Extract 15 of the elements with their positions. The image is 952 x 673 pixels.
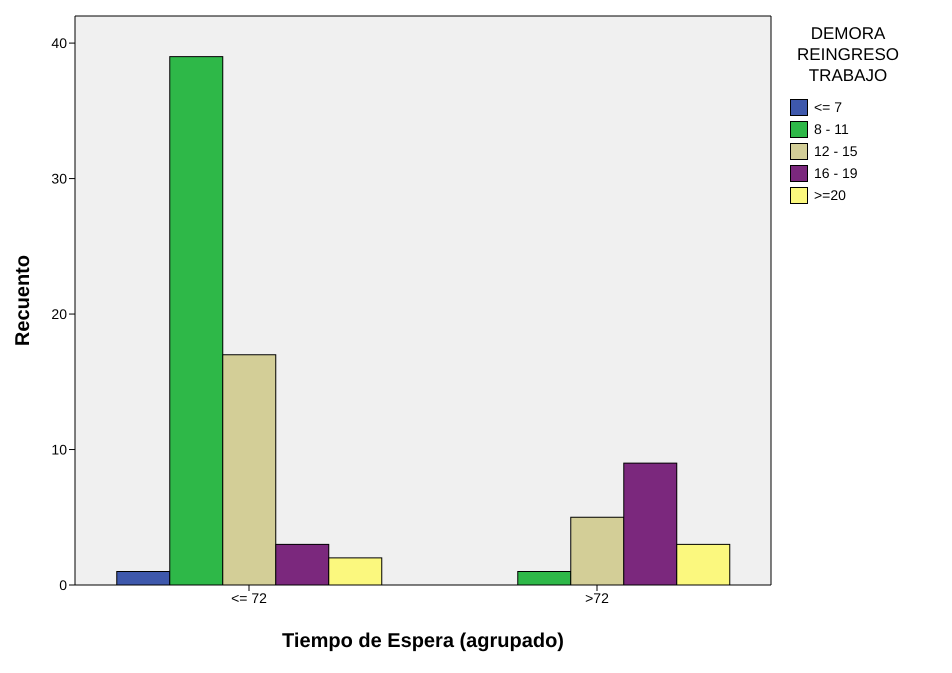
legend-label: 8 - 11 bbox=[814, 121, 849, 137]
y-tick-label: 40 bbox=[51, 35, 68, 52]
y-tick-label: 30 bbox=[51, 170, 68, 187]
x-tick-label: <= 72 bbox=[231, 590, 268, 606]
y-axis-title: Recuento bbox=[12, 254, 34, 346]
y-tick-label: 10 bbox=[51, 441, 68, 458]
y-tick-label: 20 bbox=[51, 306, 68, 322]
legend-title: DEMORA REINGRESO TRABAJO bbox=[796, 23, 900, 86]
legend-label: >=20 bbox=[814, 187, 846, 203]
x-tick-label: >72 bbox=[585, 590, 610, 606]
legend-label: 12 - 15 bbox=[814, 143, 858, 159]
y-tick-label: 0 bbox=[59, 576, 68, 593]
legend-label: <= 7 bbox=[814, 99, 842, 115]
legend-label: 16 - 19 bbox=[814, 165, 858, 181]
x-axis-title: Tiempo de Espera (agrupado) bbox=[282, 630, 564, 652]
